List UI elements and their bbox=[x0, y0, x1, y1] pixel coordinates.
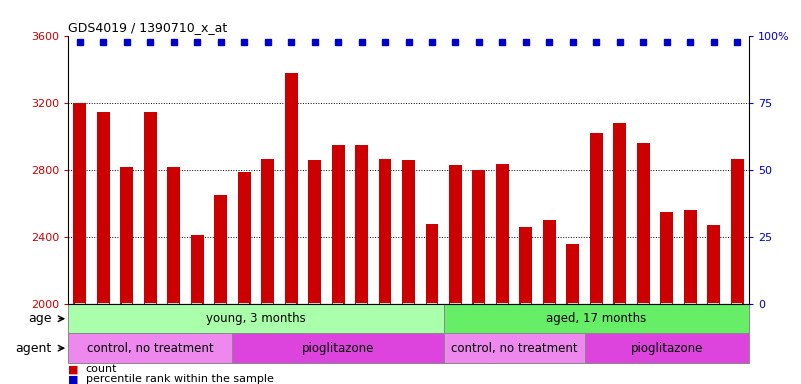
Bar bbox=[144, 112, 157, 304]
Bar bbox=[585, 333, 749, 363]
Bar bbox=[543, 220, 556, 304]
Text: ■: ■ bbox=[68, 374, 78, 384]
Bar bbox=[590, 134, 603, 304]
Bar bbox=[232, 333, 444, 363]
Bar bbox=[238, 172, 251, 304]
Bar bbox=[731, 159, 743, 304]
Text: agent: agent bbox=[15, 342, 51, 355]
Text: GSM506998: GSM506998 bbox=[638, 304, 648, 350]
Bar bbox=[566, 244, 579, 304]
Text: pioglitazone: pioglitazone bbox=[630, 342, 703, 355]
Bar bbox=[261, 159, 274, 304]
Text: GSM507001: GSM507001 bbox=[709, 304, 718, 350]
Text: GSM506980: GSM506980 bbox=[216, 304, 225, 350]
Text: GSM506987: GSM506987 bbox=[380, 304, 389, 350]
Bar bbox=[379, 159, 392, 304]
Text: GSM506977: GSM506977 bbox=[146, 304, 155, 351]
Bar bbox=[637, 144, 650, 304]
Text: GSM506995: GSM506995 bbox=[569, 304, 578, 351]
Bar bbox=[68, 304, 444, 333]
Text: GSM506997: GSM506997 bbox=[615, 304, 624, 351]
Bar bbox=[684, 210, 697, 304]
Text: GSM506992: GSM506992 bbox=[498, 304, 507, 350]
Bar bbox=[402, 160, 415, 304]
Text: GSM506988: GSM506988 bbox=[404, 304, 413, 350]
Text: GSM506999: GSM506999 bbox=[662, 304, 671, 351]
Text: GSM506976: GSM506976 bbox=[123, 304, 131, 351]
Text: young, 3 months: young, 3 months bbox=[206, 312, 306, 325]
Bar bbox=[425, 224, 438, 304]
Bar bbox=[167, 167, 180, 304]
Text: GSM506993: GSM506993 bbox=[521, 304, 530, 351]
Bar bbox=[97, 112, 110, 304]
Bar bbox=[74, 103, 87, 304]
Bar bbox=[214, 195, 227, 304]
Text: GSM506983: GSM506983 bbox=[287, 304, 296, 350]
Text: GSM506974: GSM506974 bbox=[75, 304, 84, 351]
Bar bbox=[308, 160, 321, 304]
Text: GSM506975: GSM506975 bbox=[99, 304, 108, 351]
Text: GSM506982: GSM506982 bbox=[264, 304, 272, 350]
Text: GSM507000: GSM507000 bbox=[686, 304, 694, 351]
Text: GSM506979: GSM506979 bbox=[193, 304, 202, 351]
Text: percentile rank within the sample: percentile rank within the sample bbox=[86, 374, 274, 384]
Text: control, no treatment: control, no treatment bbox=[451, 342, 578, 355]
Text: control, no treatment: control, no treatment bbox=[87, 342, 214, 355]
Bar bbox=[449, 165, 462, 304]
Bar bbox=[519, 227, 533, 304]
Text: count: count bbox=[86, 364, 117, 374]
Text: GSM506985: GSM506985 bbox=[333, 304, 343, 350]
Text: GSM506981: GSM506981 bbox=[239, 304, 248, 350]
Text: pioglitazone: pioglitazone bbox=[302, 342, 374, 355]
Text: GSM506989: GSM506989 bbox=[428, 304, 437, 350]
Bar bbox=[284, 73, 298, 304]
Bar bbox=[473, 170, 485, 304]
Text: GSM506978: GSM506978 bbox=[169, 304, 179, 350]
Text: GSM506986: GSM506986 bbox=[357, 304, 366, 350]
Bar bbox=[191, 235, 203, 304]
Text: aged, 17 months: aged, 17 months bbox=[546, 312, 646, 325]
Text: age: age bbox=[28, 312, 51, 325]
Bar bbox=[444, 304, 749, 333]
Text: ■: ■ bbox=[68, 364, 78, 374]
Bar bbox=[444, 333, 585, 363]
Text: GSM506984: GSM506984 bbox=[310, 304, 319, 350]
Text: GSM506991: GSM506991 bbox=[474, 304, 484, 350]
Text: GDS4019 / 1390710_x_at: GDS4019 / 1390710_x_at bbox=[68, 21, 227, 34]
Text: GSM506990: GSM506990 bbox=[451, 304, 460, 351]
Bar bbox=[496, 164, 509, 304]
Bar bbox=[707, 225, 720, 304]
Text: GSM506996: GSM506996 bbox=[592, 304, 601, 351]
Text: GSM506994: GSM506994 bbox=[545, 304, 553, 351]
Bar bbox=[614, 123, 626, 304]
Bar bbox=[660, 212, 673, 304]
Bar bbox=[355, 145, 368, 304]
Bar bbox=[68, 333, 232, 363]
Bar bbox=[120, 167, 133, 304]
Bar bbox=[332, 145, 344, 304]
Text: GSM507002: GSM507002 bbox=[733, 304, 742, 350]
